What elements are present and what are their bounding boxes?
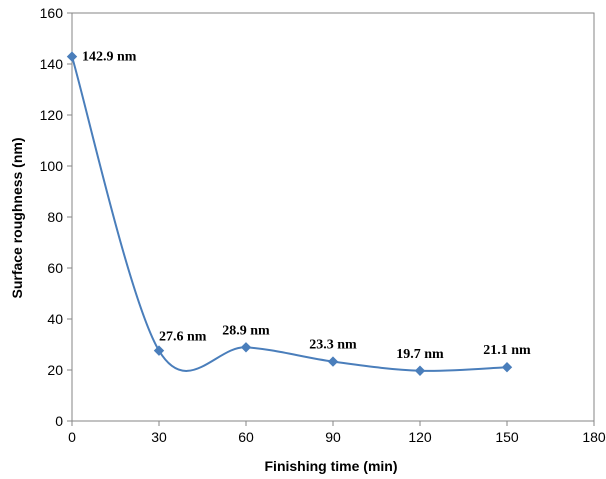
y-tick-label: 100 (40, 158, 64, 174)
data-point-marker (240, 342, 252, 353)
y-tick-label: 140 (40, 56, 64, 72)
data-point-marker (501, 361, 513, 373)
y-tick-label: 0 (55, 413, 63, 429)
y-axis-title: Surface roughness (nm) (9, 137, 25, 298)
x-axis-title: Finishing time (min) (265, 458, 398, 474)
x-tick-label: 60 (238, 429, 254, 445)
x-tick-label: 150 (495, 429, 519, 445)
y-tick-label: 40 (47, 311, 63, 327)
data-point-marker (66, 51, 78, 62)
y-tick-label: 80 (47, 209, 63, 225)
y-tick-label: 120 (40, 107, 64, 123)
series-layer (66, 51, 513, 376)
data-label: 21.1 nm (483, 343, 531, 358)
y-tick-label: 20 (47, 362, 63, 378)
y-tick-label: 60 (47, 260, 63, 276)
data-label-layer: 142.9 nm 27.6 nm 28.9 nm 23.3 nm 19.7 nm 21.1… (82, 50, 531, 362)
data-point-marker (327, 356, 339, 367)
x-axis-ticks: 0 30 60 90 120 150 180 (68, 421, 606, 445)
data-point-marker (414, 365, 426, 376)
y-axis-ticks: 0 20 40 60 80 100 120 140 160 (40, 5, 72, 429)
y-tick-label: 160 (40, 5, 64, 21)
x-tick-label: 180 (582, 429, 606, 445)
data-label: 23.3 nm (309, 338, 357, 353)
x-tick-label: 30 (151, 429, 167, 445)
x-tick-label: 90 (325, 429, 341, 445)
data-label: 19.7 nm (396, 347, 444, 362)
data-label: 28.9 nm (222, 323, 270, 338)
x-tick-label: 120 (408, 429, 432, 445)
x-tick-label: 0 (68, 429, 76, 445)
data-label: 142.9 nm (82, 50, 137, 65)
data-label: 27.6 nm (159, 330, 207, 345)
data-point-marker (153, 345, 165, 356)
